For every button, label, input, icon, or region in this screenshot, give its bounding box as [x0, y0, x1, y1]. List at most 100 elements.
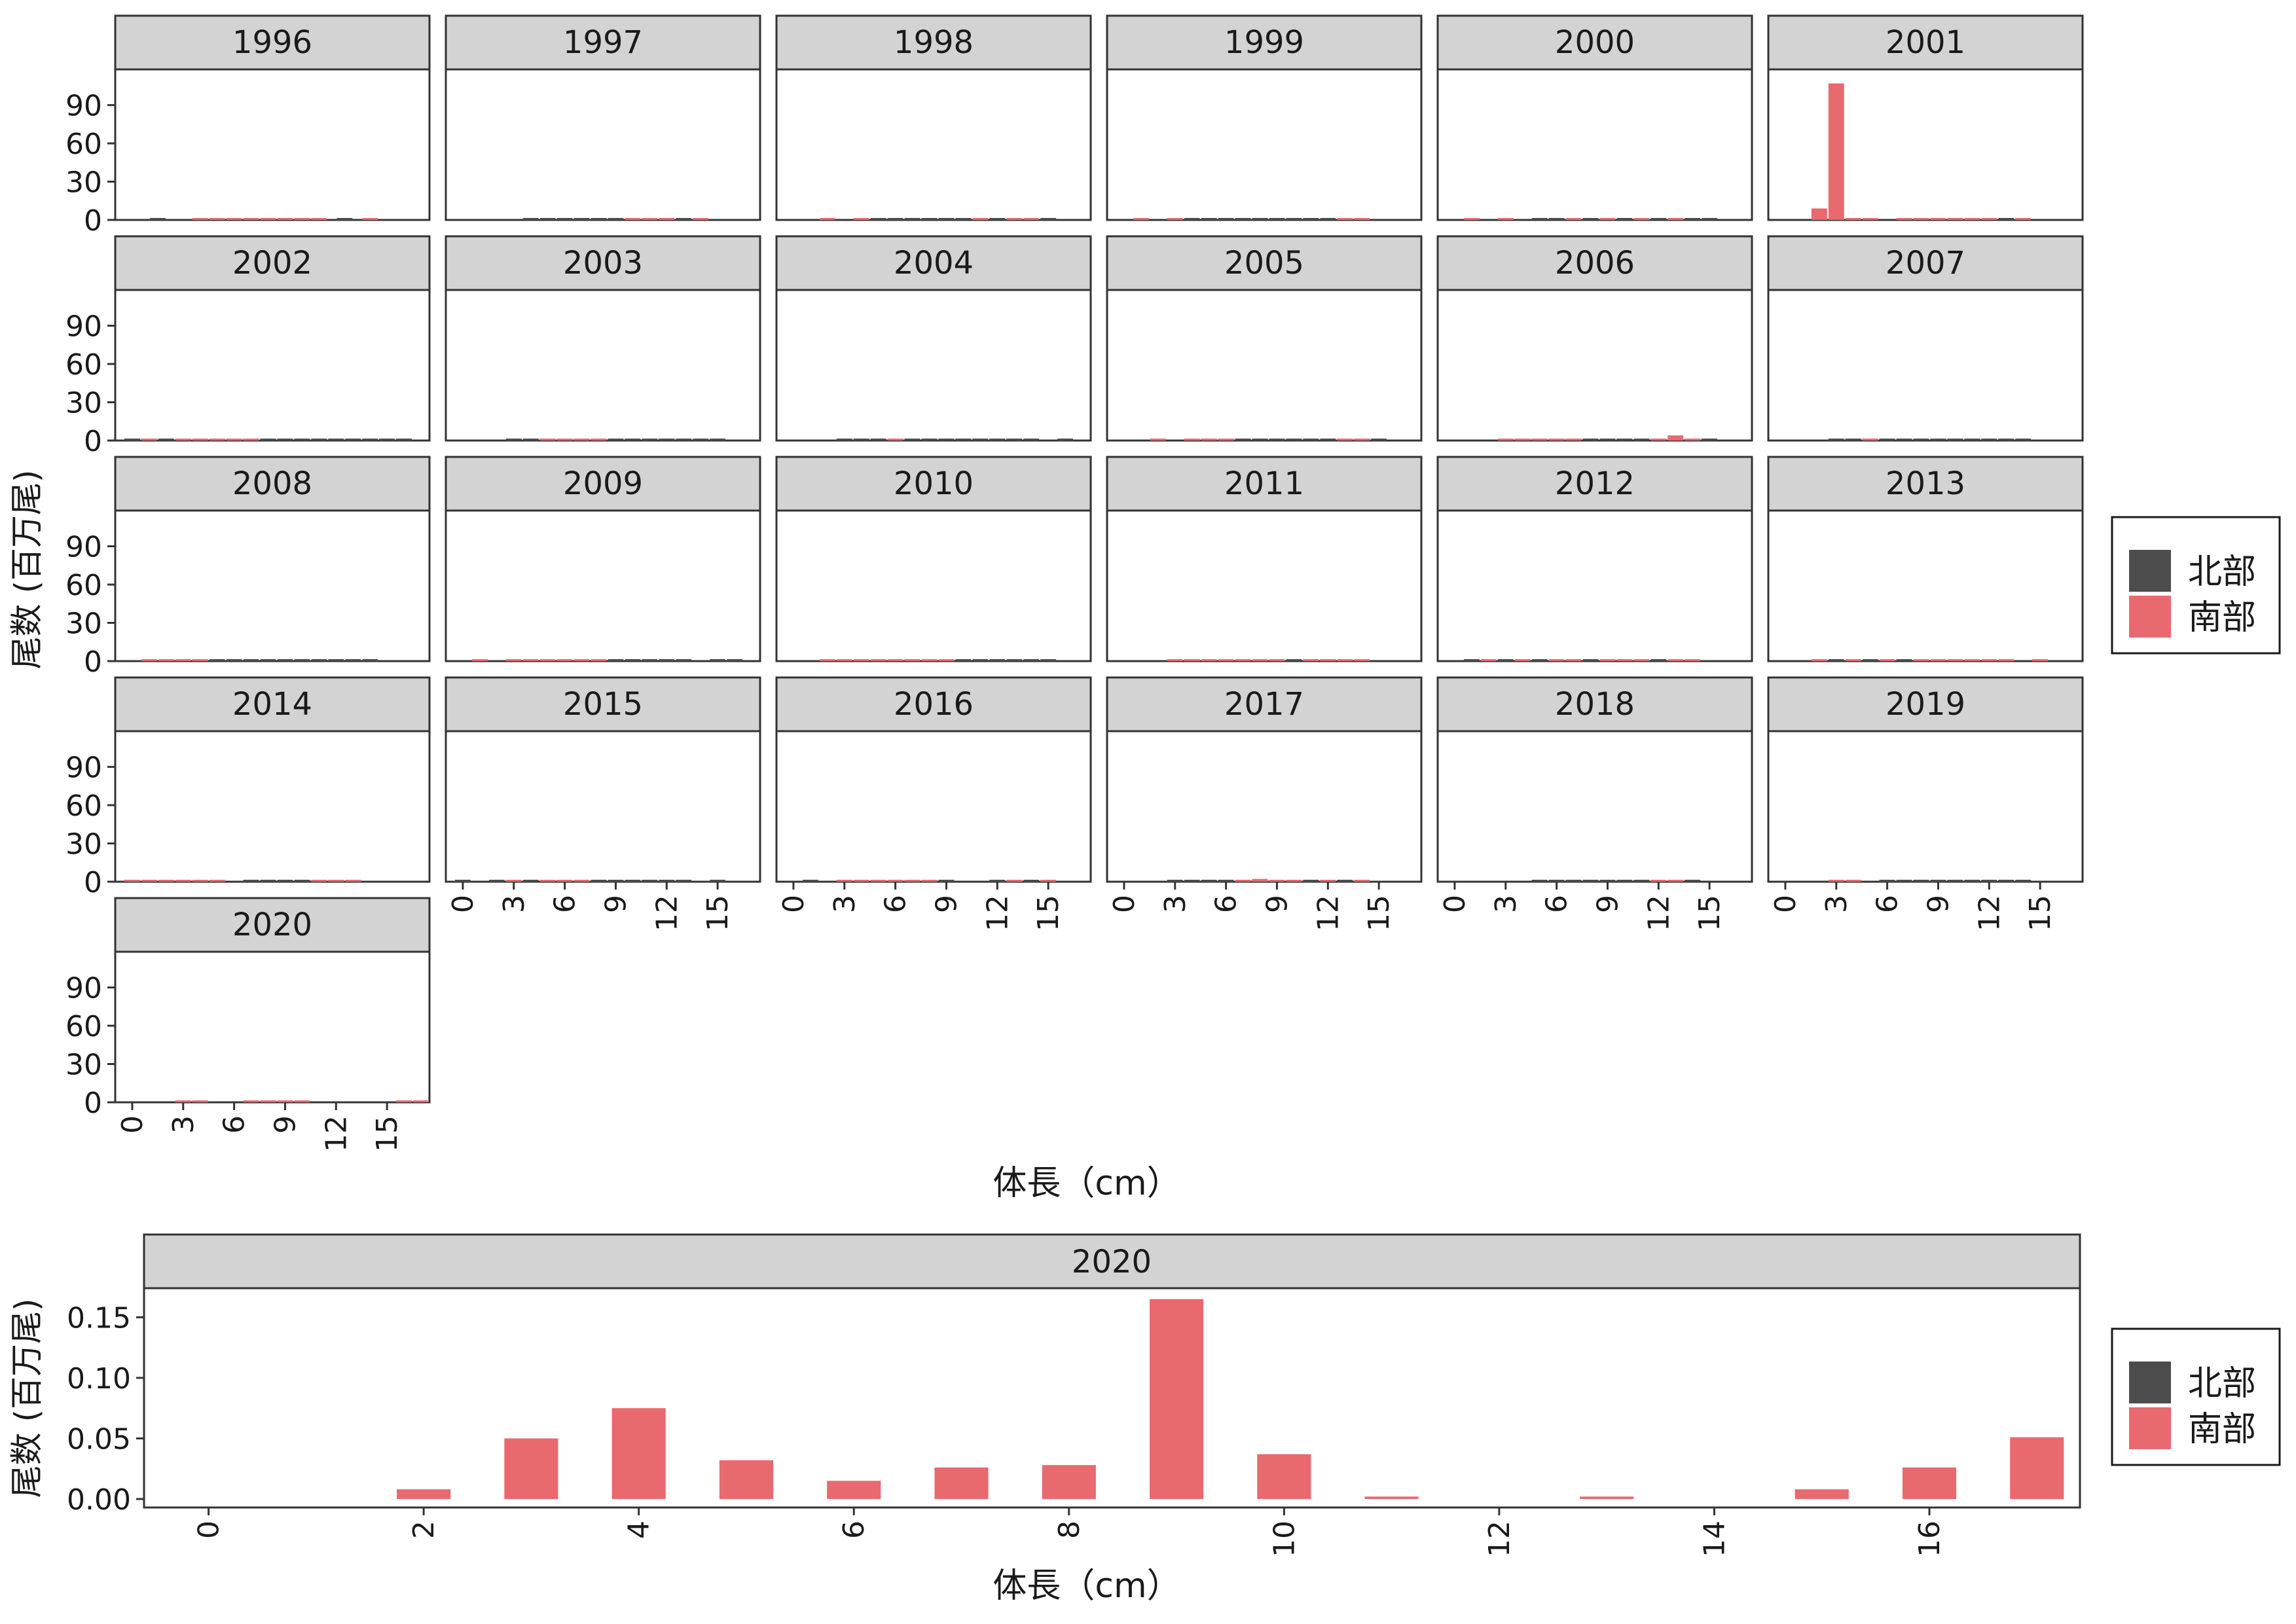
bar-south	[1337, 218, 1353, 220]
bar-south	[1616, 659, 1633, 661]
x-tick-label: 15	[2024, 895, 2057, 931]
facet-frame	[114, 950, 431, 1104]
bar-north	[277, 439, 293, 441]
facet-frame	[775, 509, 1092, 662]
bar-north	[455, 880, 471, 882]
bar-north	[1252, 439, 1268, 441]
y-tick-label: 60	[65, 569, 102, 602]
bar-south	[1354, 218, 1370, 220]
bar-south	[1184, 659, 1200, 661]
x-tick-label: 9	[1922, 895, 1955, 913]
y-tick-label: 0.00	[67, 1483, 131, 1517]
bar-south	[1133, 218, 1149, 220]
bar-south	[209, 880, 225, 882]
bar-south	[328, 880, 344, 882]
bar-south	[1354, 880, 1370, 882]
bar-south	[397, 1489, 451, 1500]
bar-south	[192, 659, 208, 661]
x-tick-label: 9	[268, 1115, 302, 1134]
bar-north	[1235, 218, 1251, 220]
bar-south	[887, 659, 903, 661]
bar-north	[1702, 218, 1718, 220]
bar-south	[1201, 439, 1217, 441]
facet-strip	[114, 676, 431, 732]
x-tick-label: 6	[218, 1115, 251, 1134]
bar-north	[1896, 439, 1912, 441]
bar-north	[522, 218, 539, 220]
facet-strip-label: 2006	[1555, 245, 1635, 281]
bar-north	[1633, 880, 1650, 882]
bar-south	[1685, 659, 1701, 661]
facet-strip	[775, 676, 1092, 732]
bar-north	[710, 659, 726, 661]
facet-frame	[1106, 730, 1423, 883]
bar-south	[904, 659, 920, 661]
x-tick-label: 0	[192, 1521, 226, 1539]
legend-label-south: 南部	[2188, 598, 2256, 638]
bar-south	[277, 1100, 293, 1102]
bar-south	[158, 659, 174, 661]
bar-north	[1828, 439, 1844, 441]
bar-north	[260, 439, 276, 441]
bar-north	[836, 439, 852, 441]
top-legend: 北部 南部	[2111, 516, 2281, 655]
facet-strip-label: 2009	[563, 465, 643, 502]
y-tick-label: 90	[65, 90, 102, 123]
bar-north	[642, 880, 658, 882]
facet-frame	[1106, 509, 1423, 662]
bar-north	[574, 218, 590, 220]
bar-south	[1235, 880, 1251, 882]
x-tick-label: 9	[599, 895, 632, 913]
x-tick-label: 15	[701, 895, 735, 931]
bar-south	[1337, 439, 1353, 441]
facet-strip	[1436, 676, 1753, 732]
bar-north	[1269, 439, 1285, 441]
bar-north	[1685, 880, 1701, 882]
bar-south	[522, 659, 539, 661]
bar-north	[1201, 880, 1217, 882]
bar-south	[574, 659, 590, 661]
bar-south	[311, 880, 327, 882]
bar-north	[642, 659, 658, 661]
x-tick-label: 12	[1483, 1521, 1516, 1557]
bar-north	[522, 439, 539, 441]
bar-south	[1565, 439, 1582, 441]
x-tick-label: 6	[1871, 895, 1904, 913]
bar-north	[1184, 218, 1200, 220]
y-tick-label: 0.15	[67, 1301, 131, 1335]
bar-south	[887, 439, 903, 441]
bar-north	[921, 439, 938, 441]
bar-south	[887, 880, 903, 882]
bar-north	[989, 218, 1006, 220]
x-tick-label: 9	[1260, 895, 1294, 913]
facet-frame	[1767, 509, 2084, 662]
y-tick-label: 30	[65, 387, 102, 420]
bar-south	[870, 659, 886, 661]
facet-frame	[775, 289, 1092, 442]
bar-south	[1514, 659, 1531, 661]
bar-north	[1930, 880, 1946, 882]
x-tick-label: 12	[1642, 895, 1675, 931]
bar-south	[2032, 659, 2049, 661]
facet-strip	[1767, 14, 2084, 71]
bar-south	[1514, 439, 1531, 441]
bar-south	[1531, 439, 1548, 441]
bar-north	[1930, 439, 1946, 441]
bar-south	[1667, 880, 1684, 882]
bar-south	[1337, 659, 1353, 661]
bar-north	[1565, 880, 1582, 882]
facet-strip-label: 2007	[1886, 245, 1965, 281]
bar-north	[625, 880, 641, 882]
bar-south	[1828, 83, 1844, 221]
bar-south	[1964, 659, 1980, 661]
x-tick-label: 3	[1159, 895, 1192, 913]
bar-north	[260, 659, 276, 661]
bar-north	[1023, 880, 1040, 882]
bar-south	[591, 659, 607, 661]
y-tick-label: 0	[84, 425, 102, 458]
bar-south	[819, 659, 835, 661]
facet-strip-label: 2010	[894, 465, 974, 502]
x-tick-label: 6	[837, 1521, 871, 1539]
bar-north	[904, 439, 920, 441]
facet-frame	[445, 730, 761, 883]
